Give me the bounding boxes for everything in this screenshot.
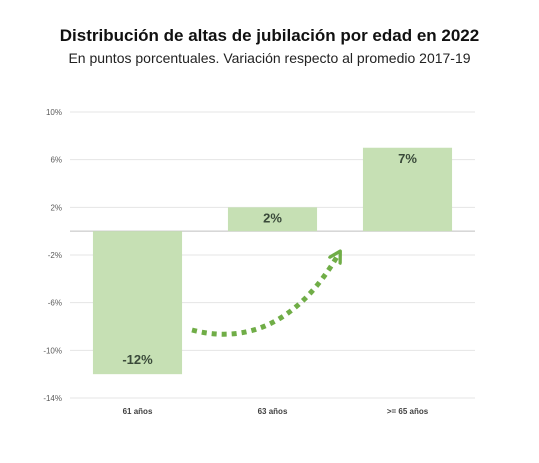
data-label: 7% xyxy=(398,151,417,166)
chart-title: Distribución de altas de jubilación por … xyxy=(59,26,480,45)
category-label: 61 años xyxy=(123,407,153,416)
category-label: >= 65 años xyxy=(387,407,429,416)
y-tick-label: -2% xyxy=(48,251,62,260)
bar xyxy=(362,147,453,232)
y-tick-label: -10% xyxy=(43,346,62,355)
data-label: -12% xyxy=(122,352,153,367)
bar xyxy=(227,207,318,232)
y-tick-label: -14% xyxy=(43,394,62,403)
chart-subtitle: En puntos porcentuales. Variación respec… xyxy=(68,50,471,66)
y-tick-label: 2% xyxy=(50,203,62,212)
data-label: 2% xyxy=(263,210,282,225)
y-tick-label: 6% xyxy=(50,156,62,165)
y-tick-label: 10% xyxy=(46,108,62,117)
category-label: 63 años xyxy=(258,407,288,416)
trend-arrow xyxy=(191,255,338,337)
bar xyxy=(92,231,183,375)
y-tick-label: -6% xyxy=(48,299,62,308)
